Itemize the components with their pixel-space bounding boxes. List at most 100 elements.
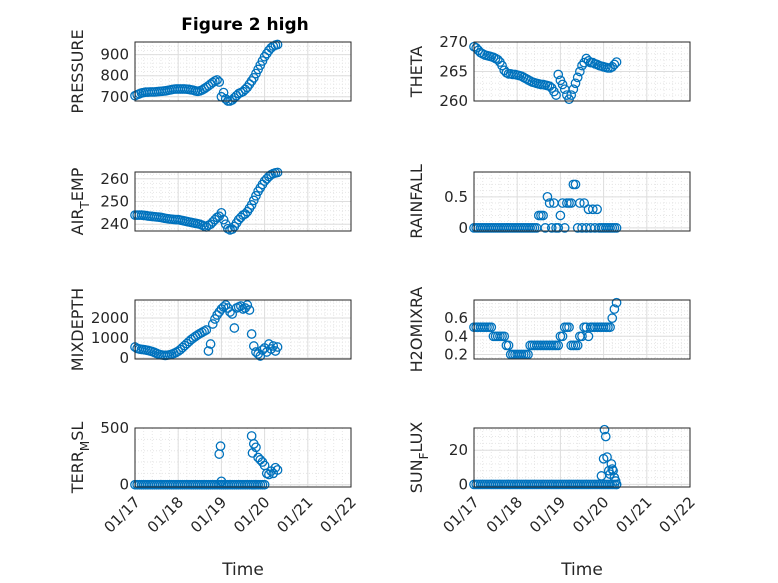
y-axis-label: SUNFLUX: [407, 422, 431, 494]
data-point: [203, 346, 214, 356]
x-tick-label: 01/17: [101, 493, 144, 536]
data-point: [592, 59, 602, 70]
axes-frame: [473, 41, 691, 102]
axes-frame: [473, 427, 691, 488]
plot-area: [135, 428, 351, 487]
data-point: [557, 79, 568, 90]
data-point: [538, 210, 548, 221]
data-point: [611, 223, 622, 233]
data-point: [605, 322, 615, 333]
data-point: [218, 214, 229, 225]
data-point: [600, 431, 611, 442]
data-point: [609, 59, 620, 70]
x-axis-label: Time: [221, 560, 264, 580]
data-point: [259, 479, 270, 490]
data-point: [270, 462, 281, 473]
data-point: [242, 300, 253, 310]
data-point: [559, 223, 570, 233]
x-tick-label: 01/19: [187, 493, 230, 536]
x-tick-label: 01/19: [526, 493, 569, 536]
data-point: [568, 84, 579, 95]
data-point: [555, 210, 566, 221]
data-point: [577, 60, 587, 71]
x-tick-label: 01/17: [440, 493, 483, 536]
data-point: [199, 326, 209, 337]
data-point: [611, 57, 622, 67]
data-point: [566, 90, 577, 100]
data-point: [544, 198, 555, 208]
data-point: [587, 57, 598, 68]
y-axis-label: RAINFALL: [407, 164, 426, 239]
y-tick-label: 0: [119, 476, 129, 494]
data-point: [503, 340, 514, 351]
data-point: [553, 69, 564, 80]
subplot-theta: 260 265 270 THETA: [407, 33, 691, 110]
data-point: [572, 72, 583, 83]
y-tick-label: 0: [458, 219, 468, 237]
y-axis-label: PRESSURE: [68, 29, 87, 113]
x-tick-label: 01/22: [656, 493, 699, 536]
y-tick-label: 900: [100, 46, 129, 64]
data-point: [611, 479, 622, 490]
data-point: [599, 424, 610, 435]
data-point: [246, 200, 257, 210]
x-tick-label: 01/22: [317, 493, 360, 536]
y-tick-label: 260: [100, 170, 129, 188]
axes-frame: [473, 171, 691, 232]
x-tick-label: 01/21: [612, 493, 655, 536]
y-tick-label: 250: [100, 193, 129, 211]
y-axis-label: TERRMSL: [68, 422, 92, 495]
data-point: [540, 223, 551, 233]
data-point: [553, 340, 564, 351]
data-point: [251, 190, 261, 201]
y-axis-label: AIRTEMP: [68, 167, 92, 235]
data-point: [216, 207, 227, 218]
data-point: [608, 465, 618, 476]
figure-title: Figure 2 high: [181, 15, 309, 35]
axes-frame: [134, 41, 352, 102]
data-point: [212, 75, 222, 85]
data-point: [218, 87, 229, 98]
data-point: [205, 339, 216, 349]
data-point: [602, 452, 612, 462]
subplot-terr-msl: 0 500 TERRMSL 01/17 01/18 01/19 01/20 01/21 01/2…: [68, 419, 360, 580]
data-point: [542, 191, 553, 202]
y-tick-label: 0.2: [444, 345, 468, 363]
data-point: [207, 319, 218, 329]
x-tick-label: 01/18: [144, 493, 187, 536]
data-point: [248, 341, 259, 351]
data-point: [272, 39, 283, 50]
y-tick-label: 700: [100, 88, 129, 106]
data-point: [244, 305, 255, 315]
y-tick-label: 0: [119, 349, 129, 367]
subplot-sun-flux: 0 20 SUNFLUX 01/17 01/18 01/19 01/20 01/21 01/22…: [407, 422, 699, 580]
y-tick-label: 0.5: [444, 188, 468, 206]
subplot-air-temp: 240 250 260 AIRTEMP: [68, 167, 352, 235]
y-tick-label: 260: [439, 92, 468, 110]
data-point: [583, 331, 594, 342]
data-point: [229, 323, 240, 333]
data-point: [201, 325, 212, 335]
y-tick-label: 500: [100, 419, 129, 437]
data-point: [553, 223, 564, 233]
data-point: [214, 77, 225, 87]
data-point: [587, 204, 598, 215]
y-axis-label: MIXDEPTH: [68, 288, 87, 371]
data-point: [577, 331, 587, 342]
y-tick-label: 0: [458, 475, 468, 493]
data-point: [248, 195, 259, 206]
data-point: [486, 322, 497, 333]
y-tick-label: 0.6: [444, 309, 468, 327]
axes-frame: [473, 299, 691, 360]
data-point: [606, 459, 617, 469]
y-tick-label: 240: [100, 215, 129, 233]
data-point: [611, 297, 622, 308]
x-tick-label: 01/21: [273, 493, 316, 536]
data-point: [551, 90, 561, 100]
plot-area: [474, 172, 690, 231]
data-point: [216, 476, 227, 487]
axes-frame: [134, 171, 352, 232]
y-tick-label: 270: [439, 33, 468, 51]
data-point: [268, 341, 279, 351]
